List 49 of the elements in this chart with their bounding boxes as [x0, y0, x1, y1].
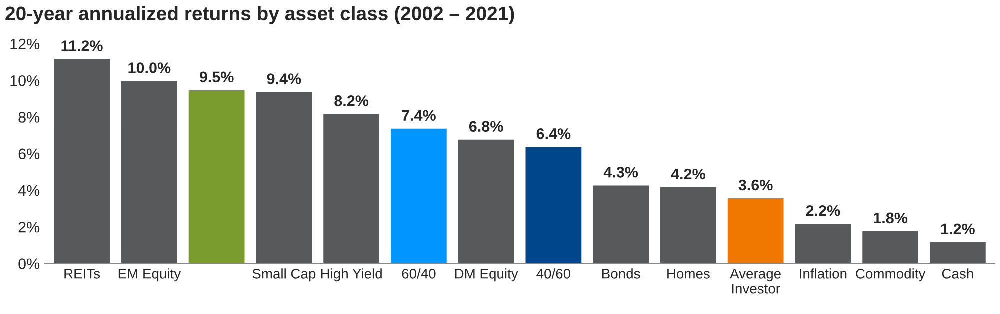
- bar: [794, 222, 853, 264]
- data-label: 1.2%: [941, 224, 975, 235]
- data-label: 3.6%: [738, 180, 773, 191]
- bar: [861, 230, 920, 264]
- bar: [120, 80, 179, 264]
- bar: [254, 90, 314, 264]
- chart-title: 20-year annualized returns by asset class (2002 – 2021): [6, 6, 514, 24]
- bar: [726, 197, 786, 264]
- bar: [187, 89, 246, 264]
- x-tick-label: Small Cap: [252, 268, 316, 282]
- y-tick-label: 0%: [18, 258, 40, 270]
- y-tick-label: 8%: [18, 112, 40, 123]
- data-label: 6.4%: [536, 128, 571, 140]
- y-tick-label: 4%: [18, 185, 40, 196]
- x-tick-label: Cash: [942, 268, 974, 279]
- x-tick-label: Commodity: [856, 268, 926, 282]
- x-tick-label: DM Equity: [455, 268, 518, 282]
- y-tick-label: 6%: [18, 148, 40, 160]
- x-tick-label: High Yield: [321, 268, 382, 282]
- y-tick-label: 12%: [10, 38, 40, 50]
- data-label: 4.2%: [671, 168, 706, 180]
- x-tick-label: Average Investor: [730, 269, 781, 294]
- x-tick-label: Inflation: [800, 268, 847, 279]
- x-tick-label: 40/60: [536, 268, 571, 279]
- x-tick-label: EM Equity: [118, 268, 182, 282]
- data-label: 2.2%: [806, 205, 840, 216]
- y-tick-label: 2%: [18, 222, 40, 233]
- data-label: 11.2%: [62, 40, 103, 52]
- x-tick-label: Homes: [668, 269, 710, 279]
- data-label: 6.8%: [469, 121, 504, 132]
- bar: [659, 186, 718, 264]
- data-label: 7.4%: [402, 110, 436, 121]
- x-tick-label: REITs: [64, 269, 100, 279]
- bar: [322, 112, 381, 264]
- data-label: 8.2%: [334, 96, 369, 106]
- data-label: 1.8%: [874, 212, 908, 224]
- data-label: 4.3%: [604, 166, 638, 178]
- bar: [390, 128, 448, 264]
- y-tick-label: 10%: [10, 75, 40, 86]
- bar: [592, 184, 650, 264]
- x-tick-label: 60/40: [402, 268, 436, 279]
- bar: [524, 146, 584, 264]
- bar: [928, 241, 988, 264]
- data-label: 9.4%: [267, 74, 302, 84]
- x-tick-label: Bonds: [602, 268, 640, 279]
- bar: [456, 138, 516, 264]
- data-label: 10.0%: [128, 62, 171, 74]
- bar: [52, 58, 112, 264]
- data-label: 9.5%: [200, 72, 234, 83]
